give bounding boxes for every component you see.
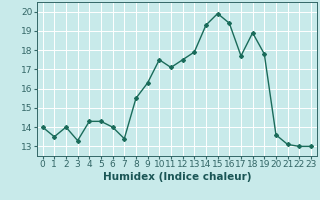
X-axis label: Humidex (Indice chaleur): Humidex (Indice chaleur): [102, 172, 251, 182]
